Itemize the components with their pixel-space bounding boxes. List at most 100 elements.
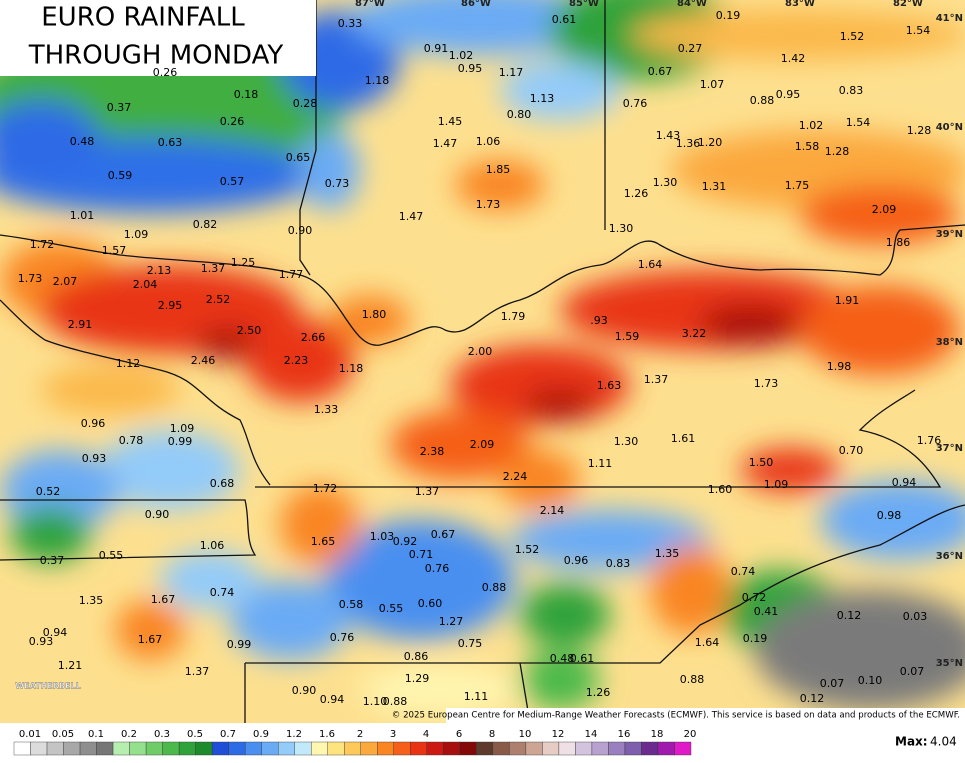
point-value: 1.18 <box>365 74 390 87</box>
point-value: 1.61 <box>671 432 696 445</box>
point-value: 1.28 <box>825 145 850 158</box>
legend-label: 0.01 <box>19 729 41 740</box>
legend-label: 3 <box>390 729 396 740</box>
point-value: 0.88 <box>482 581 507 594</box>
point-value: 1.37 <box>201 262 226 275</box>
point-value: 0.68 <box>210 477 235 490</box>
latitude-label: 38°N <box>936 337 963 348</box>
legend-label: 20 <box>684 729 697 740</box>
point-value: 0.37 <box>40 554 65 567</box>
point-value: 0.48 <box>70 135 95 148</box>
legend-swatch <box>211 741 229 756</box>
legend-label: 18 <box>651 729 664 740</box>
point-value: 0.19 <box>743 632 768 645</box>
point-value: 0.26 <box>220 115 245 128</box>
point-value: 0.73 <box>325 177 350 190</box>
point-value: 1.27 <box>439 615 464 628</box>
legend-label: 0.05 <box>52 729 74 740</box>
graticule-labels: 87°W 86°W 85°W 84°W 83°W 82°W 41°N 40°N 39°N 38°N… <box>355 0 963 669</box>
point-value: 1.11 <box>588 457 613 470</box>
point-value: 0.57 <box>220 175 245 188</box>
legend-swatch <box>46 741 64 756</box>
point-value: 2.66 <box>301 331 326 344</box>
legend-swatch <box>162 741 180 756</box>
point-value: 0.55 <box>379 602 404 615</box>
legend-swatch <box>410 741 428 756</box>
longitude-label: 85°W <box>569 0 599 9</box>
point-value: 1.52 <box>515 543 540 556</box>
point-value: 0.95 <box>458 62 483 75</box>
point-value: 1.85 <box>486 163 511 176</box>
legend-label: 0.7 <box>220 729 236 740</box>
legend-swatch <box>195 741 213 756</box>
point-value: 0.76 <box>330 631 355 644</box>
point-value: 0.90 <box>292 684 317 697</box>
legend-swatch <box>575 741 593 756</box>
point-value: 1.13 <box>530 92 555 105</box>
legend-swatch <box>178 741 196 756</box>
longitude-label: 87°W <box>355 0 385 9</box>
point-value: 1.03 <box>370 530 395 543</box>
legend-swatch <box>492 741 510 756</box>
point-value: 1.30 <box>614 435 639 448</box>
point-value: 1.60 <box>708 483 733 496</box>
point-value: 0.80 <box>507 108 532 121</box>
point-value: 0.10 <box>858 674 883 687</box>
point-value: 1.72 <box>313 482 338 495</box>
point-value: 0.55 <box>99 549 124 562</box>
legend-label: 6 <box>456 729 462 740</box>
point-value: 1.73 <box>476 198 501 211</box>
max-value: 4.04 <box>930 735 957 749</box>
point-value: 0.60 <box>418 597 443 610</box>
point-value: 0.18 <box>234 88 259 101</box>
point-value: 0.90 <box>145 508 170 521</box>
state-borders <box>0 0 965 723</box>
point-value: 1.42 <box>781 52 806 65</box>
point-value: 1.30 <box>653 176 678 189</box>
title: THROUGH MONDAY <box>28 41 284 71</box>
point-value: 0.72 <box>742 591 767 604</box>
point-value: 0.78 <box>119 434 144 447</box>
point-value: 1.91 <box>835 294 860 307</box>
point-value: 1.64 <box>695 636 720 649</box>
legend-swatch <box>294 741 312 756</box>
point-value: 1.64 <box>638 258 663 271</box>
point-value: 3.22 <box>682 327 707 340</box>
legend-label: 8 <box>489 729 495 740</box>
point-value: 0.94 <box>43 626 68 639</box>
point-value: 1.25 <box>231 256 256 269</box>
point-value: 0.90 <box>288 224 313 237</box>
point-value: 1.43 <box>656 129 681 142</box>
latitude-label: 35°N <box>936 658 963 669</box>
point-value: 0.71 <box>409 548 434 561</box>
legend-label: 12 <box>552 729 565 740</box>
point-value: 1.09 <box>764 478 789 491</box>
latitude-label: 36°N <box>936 551 963 562</box>
legend-swatch <box>327 741 345 756</box>
point-value: 0.95 <box>776 88 801 101</box>
point-value: 1.11 <box>464 690 489 703</box>
point-value: 0.99 <box>168 435 193 448</box>
point-value: 1.21 <box>58 659 83 672</box>
point-value: 0.59 <box>108 169 133 182</box>
title-box <box>0 0 316 76</box>
point-value: 1.73 <box>754 377 779 390</box>
legend-swatch <box>112 741 130 756</box>
point-value: 2.50 <box>237 324 262 337</box>
latitude-label: 39°N <box>936 229 963 240</box>
point-value: 1.35 <box>655 547 680 560</box>
point-value: 1.09 <box>124 228 149 241</box>
legend-swatch <box>228 741 246 756</box>
point-value: 1.54 <box>846 116 871 129</box>
point-value: 1.17 <box>499 66 524 79</box>
point-value: 1.37 <box>415 485 440 498</box>
point-value: 2.38 <box>420 445 445 458</box>
point-value: 0.94 <box>892 476 917 489</box>
legend-swatch <box>145 741 163 756</box>
legend: 0.01 0.05 0.1 0.2 0.3 0.5 0.7 0.9 1.2 1.6 2 3 4 6 8 10 1… <box>13 729 697 756</box>
point-value: 0.92 <box>393 535 418 548</box>
point-value: 0.52 <box>36 485 61 498</box>
legend-swatch <box>129 741 147 756</box>
point-value: 2.24 <box>503 470 528 483</box>
